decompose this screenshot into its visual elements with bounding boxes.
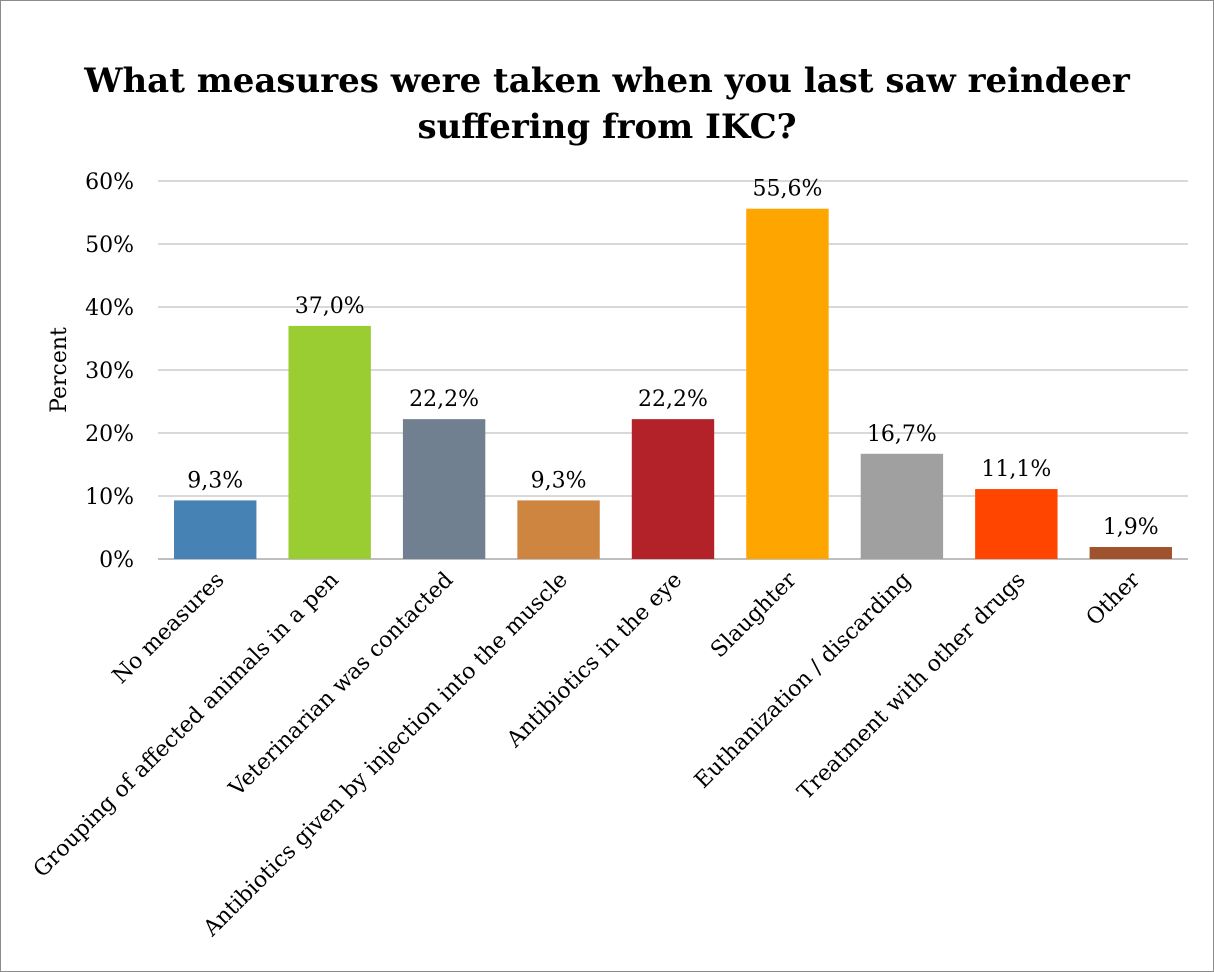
x-tick-label: Slaughter [706,567,802,663]
y-tick-label: 40% [85,296,134,321]
x-tick-label: Treatment with other drugs [793,568,1030,805]
data-label: 16,7% [867,422,937,447]
chart-title: What measures were taken when you last s… [0,58,1214,150]
data-label: 37,0% [295,294,365,319]
bar [517,500,600,559]
data-label: 22,2% [409,387,479,412]
y-axis-label: Percent [47,327,72,413]
y-tick-label: 0% [99,548,134,573]
y-tick-label: 20% [85,422,134,447]
data-label: 9,3% [531,468,587,493]
y-tick-label: 30% [85,359,134,384]
bar [402,419,486,559]
bar [288,325,371,559]
chart-title-line-2: suffering from IKC? [417,107,797,147]
y-tick-label: 50% [85,233,134,258]
bar [631,419,715,559]
bar [860,453,944,559]
y-tick-label: 10% [85,485,134,510]
x-tick-label: Other [1082,567,1146,631]
x-tick-label: Euthanization / discarding [690,568,916,794]
x-tick-label: Veterinarian was contacted [224,568,458,802]
bar [746,208,829,559]
data-label: 22,2% [638,387,708,412]
x-tick-label: No measures [108,568,229,689]
bar [174,500,257,559]
bar [975,489,1058,559]
bar [1089,547,1172,559]
data-label: 11,1% [981,457,1051,482]
y-tick-label: 60% [85,170,134,195]
data-label: 1,9% [1103,515,1159,540]
chart-title-line-1: What measures were taken when you last s… [84,61,1130,101]
data-label: 55,6% [752,177,822,202]
data-label: 9,3% [187,468,243,493]
